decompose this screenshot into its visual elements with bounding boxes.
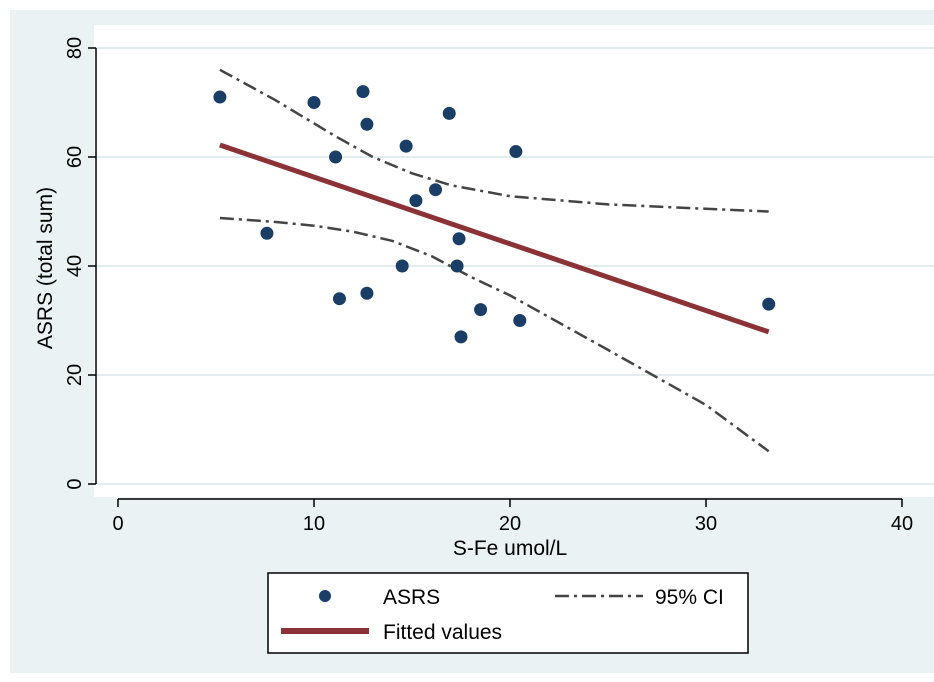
data-point-7: [360, 286, 374, 300]
data-point-1: [260, 226, 274, 240]
data-point-19: [762, 297, 776, 311]
y-tick-label-0: 0: [64, 478, 86, 489]
data-point-14: [452, 232, 466, 246]
fitted-line: [219, 142, 770, 335]
data-point-17: [509, 145, 523, 159]
data-point-18: [513, 314, 527, 327]
plot-background: [94, 25, 934, 497]
legend: ASRS 95% CI Fitted values: [267, 572, 749, 654]
data-point-5: [356, 85, 370, 99]
data-point-12: [442, 106, 456, 120]
y-tick-label-2: 40: [64, 255, 86, 277]
legend-box: [267, 572, 749, 654]
data-point-16: [474, 303, 488, 317]
axes: 0 20 40 60 80 0 10 20 30 40: [64, 37, 913, 535]
y-tick-label-1: 20: [64, 364, 86, 386]
x-tick-label-0: 0: [112, 513, 123, 535]
x-tick-label-1: 10: [303, 513, 325, 535]
data-point-9: [399, 139, 413, 153]
ci-upper-line: [219, 68, 769, 213]
ci-lower-line: [219, 216, 770, 453]
data-point-3: [329, 150, 343, 164]
legend-asrs-label: ASRS: [383, 586, 440, 609]
legend-fitted-label: Fitted values: [383, 621, 502, 644]
data-point-2: [307, 96, 321, 109]
data-point-10: [409, 194, 423, 208]
y-tick-label-3: 60: [64, 146, 86, 168]
x-tick-label-3: 30: [695, 513, 717, 535]
y-axis-label: ASRS (total sum): [34, 187, 57, 349]
x-tick-label-2: 20: [499, 513, 521, 535]
data-point-8: [395, 259, 409, 273]
data-point-11: [429, 183, 443, 197]
data-point-6: [360, 117, 374, 131]
x-tick-label-4: 40: [891, 513, 913, 535]
series-layer: [213, 68, 776, 453]
x-axis-label: S-Fe umol/L: [453, 537, 567, 560]
data-point-13: [450, 259, 464, 273]
data-point-15: [454, 330, 468, 344]
data-point-0: [213, 90, 227, 104]
y-tick-label-4: 80: [64, 37, 86, 59]
legend-asrs-dot-icon: [319, 590, 331, 602]
grid-lines: [96, 47, 934, 485]
legend-ci-label: 95% CI: [655, 586, 724, 609]
data-point-4: [332, 292, 346, 306]
